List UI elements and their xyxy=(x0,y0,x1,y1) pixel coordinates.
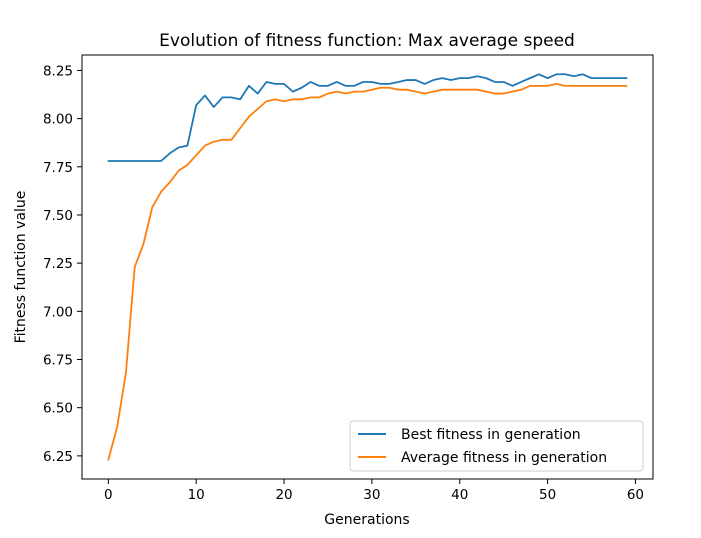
y-tick-label: 6.25 xyxy=(43,449,73,465)
y-tick-label: 6.50 xyxy=(43,401,73,417)
x-tick-label: 30 xyxy=(363,487,380,503)
chart-title: Evolution of fitness function: Max avera… xyxy=(159,31,575,51)
y-tick-label: 8.25 xyxy=(43,63,73,79)
y-tick-label: 7.25 xyxy=(43,256,73,272)
series-line-average xyxy=(107,83,628,461)
x-tick-label: 0 xyxy=(104,487,113,503)
series-line-best xyxy=(107,73,628,162)
legend: Best fitness in generation Average fitne… xyxy=(349,420,644,472)
x-tick-label: 40 xyxy=(451,487,468,503)
x-tick-label: 60 xyxy=(627,487,644,503)
y-tick-label: 7.75 xyxy=(43,160,73,176)
x-axis-ticks: 0 10 20 30 40 50 60 xyxy=(104,479,644,503)
plot-area xyxy=(107,73,628,461)
y-axis-label: Fitness function value xyxy=(13,191,29,344)
plot-frame xyxy=(81,54,654,480)
y-tick-label: 7.50 xyxy=(43,208,73,224)
legend-label-best: Best fitness in generation xyxy=(401,427,581,443)
y-tick-label: 7.00 xyxy=(43,304,73,320)
x-tick-label: 10 xyxy=(188,487,205,503)
y-tick-label: 8.00 xyxy=(43,112,73,128)
legend-label-average: Average fitness in generation xyxy=(401,450,607,466)
x-tick-label: 50 xyxy=(539,487,556,503)
legend-box xyxy=(349,420,644,472)
x-tick-label: 20 xyxy=(275,487,292,503)
y-tick-label: 6.75 xyxy=(43,353,73,369)
x-axis-label: Generations xyxy=(324,512,409,528)
y-axis-ticks: 6.25 6.50 6.75 7.00 7.25 7.50 7.75 8.00 8.25 xyxy=(43,63,82,465)
